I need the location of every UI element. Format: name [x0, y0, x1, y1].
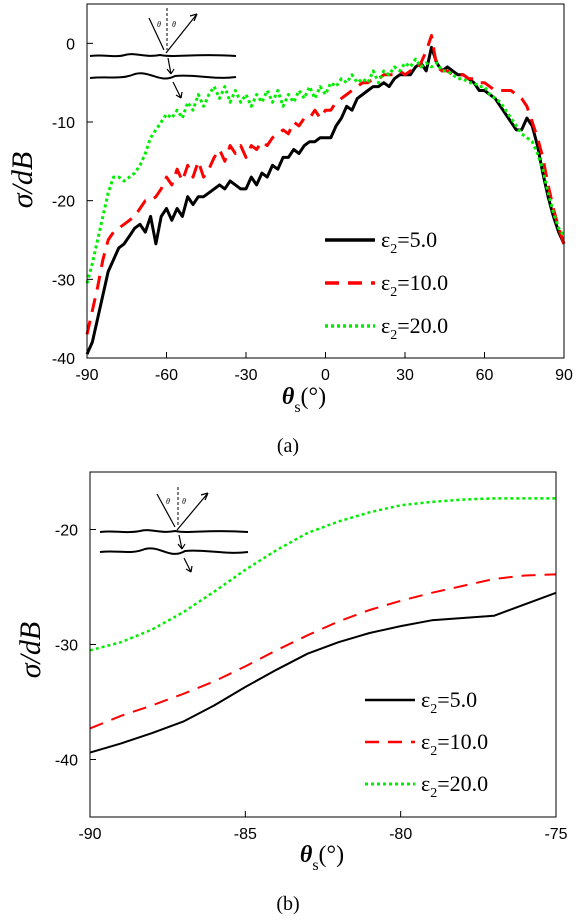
- chart-panel-b: -90 -85 -80 -75-40-30-20 θ θ ε2=5.0ε2=10.0ε…: [14, 471, 568, 915]
- chart-a-series-group: [85, 34, 566, 355]
- chart-b-y-axis-label: σ/dB: [14, 622, 47, 678]
- chart-b-legend-label-0: ε2=5.0: [421, 687, 477, 717]
- chart-b-series-line-0: [89, 591, 557, 754]
- chart-a-x-axis-unit: (°): [301, 384, 327, 410]
- chart-a-x-axis-label: θs(°): [282, 384, 326, 416]
- chart-b-x-tick-label: -85: [234, 826, 257, 843]
- inset-b-transmitted-ray-arrow: [177, 534, 186, 550]
- inset-a-deep-ray-arrow: [172, 81, 183, 99]
- chart-a-legend-label-1: ε2=10.0: [381, 270, 448, 300]
- chart-a-y-tick-label: 0: [66, 36, 75, 53]
- chart-b-x-tick-label: -90: [78, 826, 101, 843]
- chart-b-x-axis-label: θs(°): [300, 842, 344, 874]
- chart-b-legend-label-2: ε2=20.0: [421, 771, 488, 801]
- chart-a-x-axis-subscript: s: [294, 399, 300, 416]
- chart-b-caption: (b): [276, 893, 299, 915]
- chart-b-x-tick-label: -80: [389, 826, 412, 843]
- inset-b-deep-ray-arrow: [183, 557, 193, 573]
- chart-b-x-axis-unit: (°): [319, 842, 345, 868]
- chart-a-x-axis-symbol: θ: [282, 384, 295, 410]
- chart-b-legend: ε2=5.0 ε2=10.0 ε2=20.0: [365, 687, 488, 801]
- chart-b-axis-ticks: -90 -85 -80 -75 -40 -30 -20: [55, 523, 568, 844]
- chart-a-x-tick-label: 30: [396, 367, 414, 384]
- chart-a-series-line-0: [85, 45, 566, 355]
- chart-a-legend-label-0: ε2=5.0: [381, 227, 437, 257]
- inset-b-theta-i-symbol: θ: [166, 497, 170, 506]
- chart-a-y-tick-label: -40: [52, 351, 75, 368]
- chart-b-x-tick-label: -75: [544, 826, 567, 843]
- chart-a-y-tick-label: -20: [52, 194, 75, 211]
- chart-a-geometry-inset: θ θ: [89, 8, 237, 99]
- chart-a-y-tick-label: -10: [52, 115, 75, 132]
- chart-a-x-tick-label: -90: [75, 367, 98, 384]
- inset-a-theta-i-symbol: θ: [157, 20, 161, 29]
- inset-b-lower-rough-surface: [99, 547, 249, 555]
- inset-b-scattered-ray-arrow: [176, 492, 209, 531]
- chart-a-x-tick-label: -60: [155, 367, 178, 384]
- chart-b-y-tick-label: -30: [55, 638, 78, 655]
- chart-panel-a: -90 -60 -30 0 30 60 90 -40 -30 -20 -10 0 θ θ ε2=5.0…: [6, 3, 573, 457]
- chart-b-legend-label-1: ε2=10.0: [421, 729, 488, 759]
- chart-a-x-tick-label: 0: [321, 367, 330, 384]
- chart-a-y-tick-label: -30: [52, 272, 75, 289]
- chart-a-legend: ε2=5.0 ε2=10.0 ε2=20.0: [325, 227, 448, 343]
- chart-a-x-tick-label: 90: [555, 367, 573, 384]
- chart-a-x-tick-label: 60: [476, 367, 494, 384]
- chart-b-series-line-2: [89, 497, 556, 652]
- inset-a-transmitted-ray-arrow: [166, 57, 175, 75]
- chart-b-series-group: [89, 497, 557, 754]
- chart-b-y-tick-label: -20: [55, 523, 78, 540]
- chart-b-geometry-inset: θ θ: [99, 487, 249, 573]
- chart-a-series-line-1: [85, 34, 566, 335]
- chart-a-x-tick-label: -30: [234, 367, 257, 384]
- inset-a-scattered-ray-arrow: [165, 13, 198, 54]
- inset-a-upper-rough-surface: [89, 53, 237, 58]
- chart-a-y-axis-label: σ/dB: [6, 152, 39, 208]
- chart-b-series-line-1: [89, 573, 557, 730]
- chart-a-axis-ticks: -90 -60 -30 0 30 60 90 -40 -30 -20 -10 0: [52, 36, 573, 384]
- inset-b-theta-s-symbol: θ: [182, 497, 186, 506]
- chart-b-x-axis-symbol: θ: [300, 842, 313, 868]
- chart-a-caption: (a): [277, 435, 299, 457]
- inset-b-upper-rough-surface: [99, 529, 249, 534]
- chart-b-y-tick-label: -40: [55, 753, 78, 770]
- inset-a-theta-s-symbol: θ: [172, 20, 176, 29]
- inset-a-lower-rough-surface: [89, 72, 237, 80]
- chart-a-legend-label-2: ε2=20.0: [381, 313, 448, 343]
- inset-b-incident-ray: [156, 493, 176, 528]
- inset-a-incident-ray: [148, 17, 165, 51]
- chart-b-x-axis-subscript: s: [312, 857, 318, 874]
